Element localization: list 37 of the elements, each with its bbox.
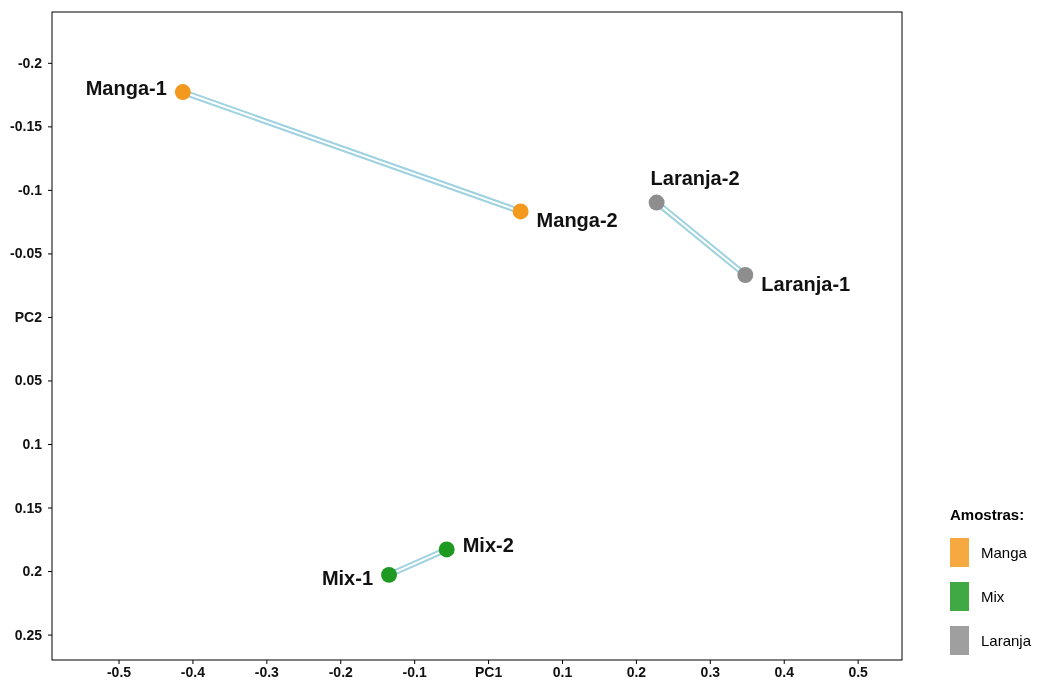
point bbox=[512, 203, 529, 220]
point bbox=[737, 267, 754, 283]
x-tick-label: 0.2 bbox=[626, 663, 647, 680]
x-tick-label: 0.3 bbox=[700, 663, 721, 680]
x-tick-label: PC1 bbox=[474, 663, 503, 680]
y-tick-label: -0.1 bbox=[17, 181, 43, 198]
annotation: Mix-2 bbox=[462, 534, 514, 557]
y-tick-label: 0.25 bbox=[14, 626, 43, 643]
x-tick-label: -0.3 bbox=[254, 663, 280, 680]
annotation: Laranja-1 bbox=[761, 273, 851, 296]
y-tick-label: PC2 bbox=[14, 308, 43, 325]
y-tick-label: 0.2 bbox=[22, 563, 43, 580]
point bbox=[648, 194, 665, 211]
legend-title: Amostras: bbox=[950, 506, 1025, 523]
y-tick-label: -0.15 bbox=[10, 118, 43, 135]
y-tick-label: -0.2 bbox=[17, 54, 43, 71]
x-tick-label: -0.2 bbox=[328, 663, 354, 680]
legend-label: Mix bbox=[981, 588, 1005, 605]
y-tick-label: -0.05 bbox=[10, 245, 43, 262]
annotation: Manga-1 bbox=[85, 77, 167, 100]
point bbox=[381, 566, 398, 583]
x-tick-label: -0.1 bbox=[402, 663, 427, 680]
y-tick-label: 0.15 bbox=[14, 499, 43, 516]
x-tick-label: -0.5 bbox=[106, 663, 132, 680]
y-tick-label: 0.1 bbox=[22, 435, 43, 452]
annotation: Laranja-2 bbox=[650, 166, 740, 189]
x-tick-label: 0.1 bbox=[552, 663, 573, 680]
legend-label: Laranja bbox=[981, 632, 1032, 649]
x-tick-label: 0.4 bbox=[774, 663, 795, 680]
point bbox=[438, 541, 455, 558]
x-tick-label: 0.5 bbox=[848, 663, 869, 680]
legend-label: Manga bbox=[981, 544, 1028, 561]
point bbox=[174, 84, 191, 101]
y-tick-label: 0.05 bbox=[14, 372, 43, 389]
annotation: Manga-2 bbox=[536, 209, 618, 232]
x-tick-label: -0.4 bbox=[180, 663, 206, 680]
annotation: Mix-1 bbox=[321, 566, 374, 589]
